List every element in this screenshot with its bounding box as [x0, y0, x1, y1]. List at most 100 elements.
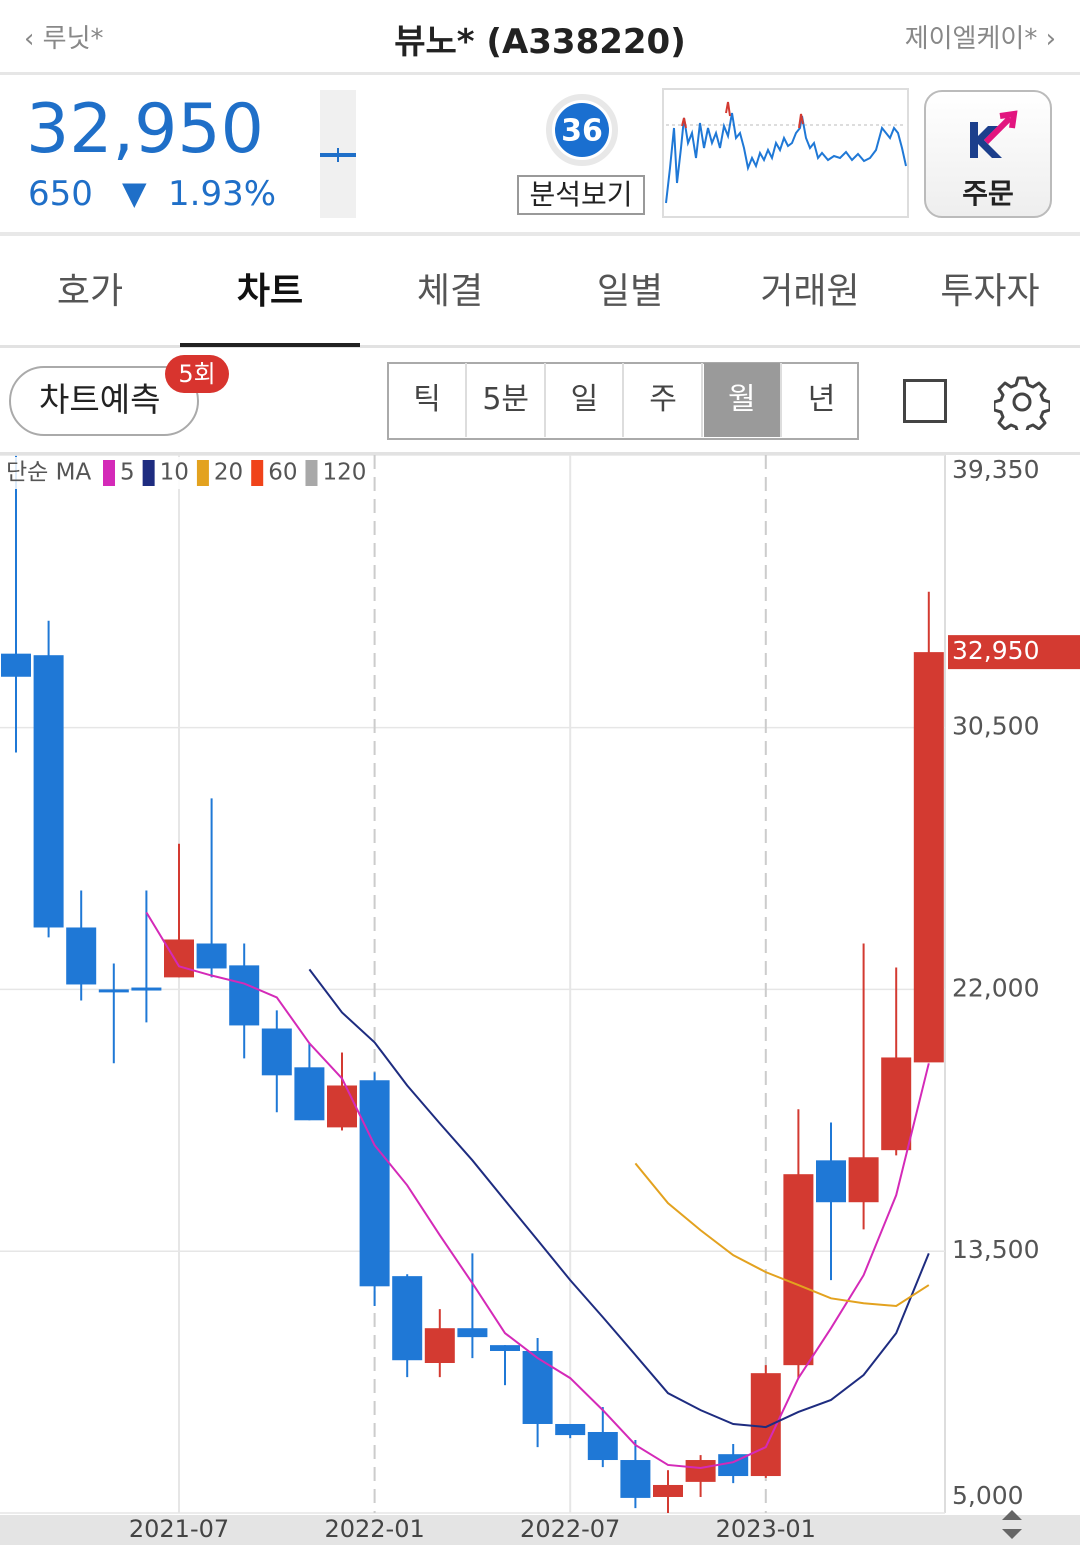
- tab[interactable]: 차트: [236, 271, 304, 312]
- legend-label: 120: [322, 460, 366, 486]
- candle-body: [816, 1160, 846, 1203]
- scroll-icon: [1002, 1510, 1022, 1539]
- tab[interactable]: 일별: [596, 271, 664, 312]
- next-label: 제이엘케이*: [904, 24, 1038, 54]
- candle-body: [98, 989, 129, 993]
- analysis-button[interactable]: 분석보기: [517, 175, 645, 215]
- predict-button[interactable]: 차트예측: [9, 366, 199, 436]
- change: 650: [28, 174, 93, 214]
- candle-body: [653, 1484, 683, 1497]
- period-option[interactable]: 일: [546, 363, 625, 437]
- candle-body: [881, 1057, 912, 1151]
- gear-hole: [1012, 392, 1032, 412]
- period-option[interactable]: 5분: [468, 363, 546, 437]
- legend-swatch: [142, 460, 155, 486]
- candle-body: [587, 1431, 618, 1461]
- y-tick-label: 13,500: [952, 1235, 1039, 1264]
- order-button[interactable]: 주문: [924, 90, 1052, 218]
- legend-swatch: [251, 460, 264, 486]
- candle-body: [490, 1345, 520, 1351]
- divider: [0, 345, 1080, 348]
- predict-count: 5회: [165, 355, 229, 393]
- candle-body: [294, 1067, 325, 1121]
- legend-title: 단순 MA: [6, 460, 91, 486]
- y-tick-label: 5,000: [952, 1481, 1024, 1510]
- legend-label: 5: [120, 460, 135, 486]
- sparkline: [662, 88, 909, 218]
- divider: [0, 232, 1080, 236]
- logo-arrow: [983, 110, 1018, 145]
- candle-body: [783, 1174, 814, 1366]
- next-button[interactable]: 제이엘케이* ›: [904, 24, 1056, 54]
- order-logo: [970, 110, 1018, 158]
- tab-underline: [180, 343, 360, 347]
- ma-line: [308, 968, 930, 1429]
- top-bar: ‹ 루닛* 뷰노* (A338220) 제이엘케이* ›: [0, 0, 1080, 75]
- back-button[interactable]: ‹ 루닛*: [24, 24, 104, 54]
- back-label: 루닛*: [42, 24, 104, 54]
- candle-body: [848, 1157, 879, 1203]
- sparkline-line: [665, 112, 907, 204]
- x-tick-label: 2023-01: [716, 1515, 816, 1543]
- chart: 39,350 30,500 22,000 13,500 5,000 2021-07 2022…: [0, 455, 1080, 1545]
- candle-body: [685, 1460, 716, 1482]
- sparkline-peak: [681, 117, 687, 129]
- period-option[interactable]: 틱: [389, 363, 467, 437]
- candle-body: [359, 1080, 390, 1287]
- score-circle: [555, 103, 609, 157]
- range-marker: [337, 148, 339, 162]
- candle-body: [164, 939, 194, 978]
- sparkline-peak: [725, 101, 731, 117]
- layout-button[interactable]: [903, 379, 947, 423]
- legend-swatch: [305, 460, 318, 486]
- candle-body: [196, 943, 227, 969]
- candle-body: [555, 1423, 586, 1436]
- candle-body: [229, 965, 260, 1026]
- candle-body: [1, 653, 31, 677]
- candle-body: [261, 1028, 292, 1076]
- tab[interactable]: 체결: [416, 271, 484, 312]
- legend-swatch: [103, 460, 115, 486]
- legend-label: 60: [268, 460, 297, 486]
- candle-body: [327, 1085, 357, 1128]
- period-option[interactable]: 월: [703, 363, 782, 437]
- candle-body: [66, 927, 97, 985]
- candle-body: [131, 987, 162, 991]
- settings-button[interactable]: [994, 374, 1050, 430]
- y-tick-label: 22,000: [952, 973, 1039, 1002]
- tab[interactable]: 거래원: [760, 271, 860, 312]
- x-axis-bar: [0, 1515, 1080, 1545]
- tab[interactable]: 투자자: [940, 271, 1040, 312]
- x-tick-label: 2022-01: [324, 1515, 424, 1543]
- period-option[interactable]: 년: [807, 382, 836, 417]
- down-arrow: ▼: [122, 174, 147, 212]
- gear: [994, 376, 1050, 430]
- legend-label: 10: [160, 460, 189, 486]
- legend: 단순 MA 5 10 20 60 120: [2, 457, 368, 489]
- sparkline-frame: [662, 88, 909, 218]
- candle-body: [522, 1350, 553, 1424]
- legend-label: 20: [214, 460, 243, 486]
- candle-body: [424, 1328, 455, 1364]
- ma-line: [634, 1162, 930, 1308]
- price: 32,950: [26, 90, 264, 169]
- range-bar: [320, 90, 356, 218]
- score-ring: [546, 94, 618, 166]
- logo-k: [970, 122, 1002, 158]
- tab[interactable]: 호가: [56, 271, 124, 312]
- score-badge[interactable]: 36: [545, 92, 625, 172]
- y-tick-label: 30,500: [952, 712, 1039, 741]
- last-price-label: 32,950: [952, 636, 1039, 665]
- last-price-tag: [948, 635, 1080, 670]
- x-tick-label: 2021-07: [129, 1515, 229, 1543]
- ma-line: [145, 911, 930, 1470]
- candle-body: [620, 1460, 651, 1498]
- divider: [0, 452, 1080, 455]
- candle-body: [457, 1328, 488, 1338]
- period-option[interactable]: 주: [625, 363, 704, 437]
- x-tick-label: 2022-07: [520, 1515, 620, 1543]
- legend-swatch: [196, 460, 209, 486]
- score: 36: [561, 114, 603, 149]
- sparkline-peak: [798, 113, 804, 129]
